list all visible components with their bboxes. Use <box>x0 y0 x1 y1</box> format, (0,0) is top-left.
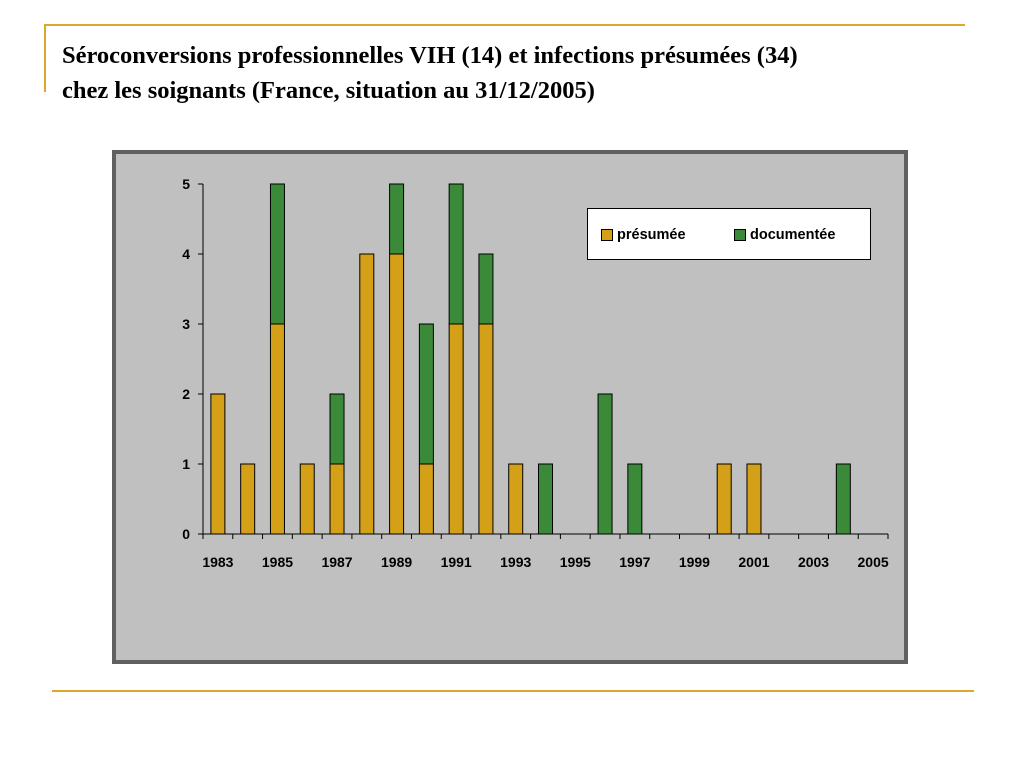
y-tick-label-5: 5 <box>182 176 190 192</box>
bar-documentee-2004 <box>835 463 851 535</box>
bar-documentee-1990 <box>418 323 434 465</box>
bar-documentee-1987 <box>329 393 345 465</box>
legend-swatch-presumee <box>601 229 613 241</box>
legend-item-documentee: documentée <box>734 227 835 243</box>
bar-documentee-1994 <box>538 463 553 535</box>
bar-presumee-1991 <box>448 323 464 535</box>
bar-documentee-1985 <box>269 183 285 325</box>
y-tick-label-2: 2 <box>182 386 190 402</box>
bar-presumee-1987 <box>329 463 345 535</box>
bar-presumee-1988 <box>359 253 375 535</box>
footer-rule <box>52 690 974 692</box>
bar-presumee-2000 <box>716 463 732 535</box>
x-tick-label-1995: 1995 <box>560 554 591 570</box>
y-tick-label-4: 4 <box>182 246 190 262</box>
bar-documentee-1996 <box>597 393 613 535</box>
legend-label-documentee: documentée <box>750 227 836 243</box>
title-accent-bar <box>44 26 46 92</box>
y-tick-label-3: 3 <box>182 316 190 332</box>
x-tick-label-1993: 1993 <box>500 554 531 570</box>
bar-documentee-1991 <box>448 183 464 325</box>
slide-title-line-2: chez les soignants (France, situation au… <box>62 77 595 104</box>
y-tick-label-1: 1 <box>182 456 190 472</box>
x-tick-label-1989: 1989 <box>381 554 412 570</box>
legend-label-presumee: présumée <box>617 227 686 243</box>
slide-title-line-1: Séroconversions professionnelles VIH (14… <box>62 42 798 69</box>
title-top-rule <box>44 24 965 26</box>
bar-presumee-1993 <box>508 463 524 535</box>
bar-presumee-2001 <box>746 463 762 535</box>
bar-presumee-1985 <box>269 323 285 535</box>
bar-presumee-1992 <box>478 323 494 535</box>
legend-swatch-documentee <box>734 229 746 241</box>
x-tick-label-1997: 1997 <box>619 554 650 570</box>
x-tick-label-2005: 2005 <box>858 554 889 570</box>
x-tick-label-1987: 1987 <box>321 554 352 570</box>
y-tick-label-0: 0 <box>182 526 190 542</box>
bar-documentee-1997 <box>627 463 643 535</box>
bar-presumee-1989 <box>389 253 405 535</box>
legend-item-presumee: présumée <box>601 227 686 243</box>
chart-legend: présumée documentée <box>587 208 871 260</box>
bar-presumee-1983 <box>210 393 226 535</box>
x-tick-label-1983: 1983 <box>202 554 233 570</box>
labels-layer: 0 1 2 3 4 5 1983 1985 1987 1989 1991 1993 1995 1997 19… <box>182 176 889 570</box>
bar-documentee-1992 <box>478 253 494 325</box>
bars-layer <box>210 183 851 535</box>
x-tick-label-2001: 2001 <box>738 554 769 570</box>
x-tick-label-1991: 1991 <box>441 554 472 570</box>
axes-layer <box>198 183 889 539</box>
bar-presumee-1984 <box>240 463 256 535</box>
x-tick-label-1999: 1999 <box>679 554 710 570</box>
bar-documentee-1989 <box>389 183 405 255</box>
x-tick-label-1985: 1985 <box>262 554 293 570</box>
slide-title: Séroconversions professionnelles VIH (14… <box>62 38 982 108</box>
x-tick-label-2003: 2003 <box>798 554 829 570</box>
bar-presumee-1986 <box>299 463 315 535</box>
bar-presumee-1990 <box>418 463 434 535</box>
